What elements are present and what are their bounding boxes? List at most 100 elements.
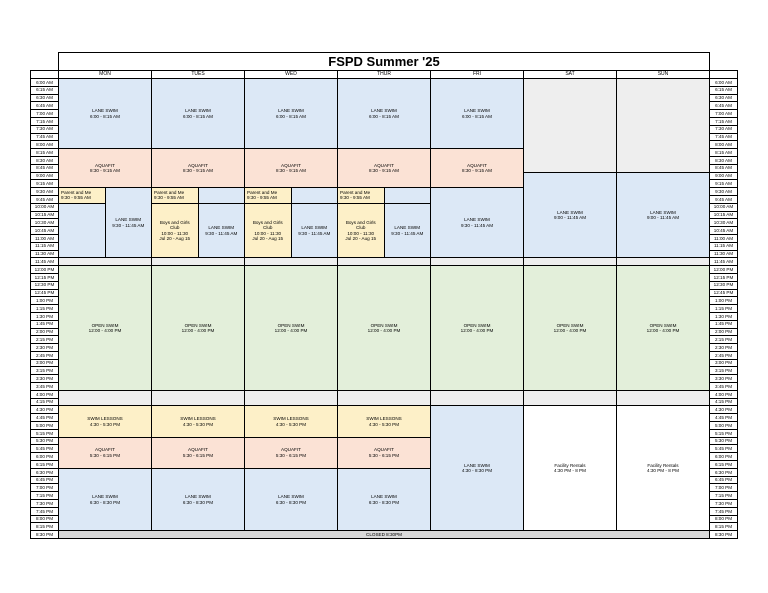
time-label-left: 10:00 AM [30,202,59,212]
time-label-left-text: 7:00 AM [36,110,53,116]
time-label-right: 8:00 PM [709,514,738,524]
time-label-left-text: 3:45 PM [35,383,54,389]
parent-me-time: 9:30 - 9:55 AM [154,195,184,201]
time-label-right: 6:30 PM [709,467,738,477]
time-label-right: 8:15 PM [709,522,738,532]
time-label-left: 11:45 AM [30,257,59,267]
time-label-right: 9:45 AM [709,194,738,204]
time-label-left-text: 8:15 AM [36,149,53,155]
time-label-right-text: 2:15 PM [714,336,733,342]
time-label-left: 6:00 PM [30,452,59,462]
tues-aquafit-pm: AQUAFIT 5:30 - 6:15 PM [151,436,245,469]
time-label-left-text: 12:30 PM [34,282,55,288]
time-header-left [30,70,59,79]
tues-gap-4pm [151,389,245,407]
wed-lane-swim-top [290,187,338,204]
time-label-right: 9:30 AM [709,187,738,196]
time-label-left-text: 4:15 PM [35,399,54,405]
time-label-left-text: 10:00 AM [34,204,55,210]
time-label-right: 4:15 PM [709,397,738,407]
sun-facility-rentals-text: Facility Rentals [647,462,679,468]
time-label-left-text: 6:45 AM [36,103,53,109]
mon-aquafit-pm: AQUAFIT 5:30 - 6:15 PM [58,436,152,469]
time-label-left: 9:30 AM [30,187,59,196]
mon-gap-4pm [58,389,152,407]
tues-lane-swim-pm: LANE SWIM 6:30 - 8:30 PM [151,467,245,532]
time-row: 6:00 AM LANE SWIM 6:00 - 8:15 AM LANE SWIM 6… [30,77,738,173]
sat-gap-4pm [523,389,617,407]
time-label-right: 8:45 AM [709,163,738,173]
time-label-left-text: 12:15 PM [34,274,55,280]
time-label-right: 6:45 PM [709,475,738,485]
time-label-right-text: 8:00 AM [715,142,732,148]
tues-lane-swim-mid-text: LANE SWIM [208,225,235,231]
mon-lane-swim-pm: LANE SWIM 6:30 - 8:30 PM [58,467,152,532]
time-label-left: 12:15 PM [30,272,59,282]
wed-lane-swim-am-text: 6:00 - 8:15 AM [276,113,306,119]
parent-me-time: 9:30 - 9:55 AM [247,195,277,201]
time-label-left: 5:30 PM [30,436,59,446]
time-label-left: 2:00 PM [30,327,59,337]
day-header-mon-text: MON [99,70,111,77]
tues-gap-noon [151,257,245,267]
time-label-left: 12:00 PM [30,265,59,274]
time-label-right: 10:15 AM [709,210,738,220]
time-label-left: 7:15 AM [30,116,59,126]
time-label-right-text: 10:30 AM [713,220,734,226]
time-label-left-text: 7:30 AM [36,126,53,132]
time-label-left: 4:00 PM [30,389,59,399]
tues-parent-and-me: Parent and Me 9:30 - 9:55 AM [151,187,199,204]
mon-open-swim-text: OPEN SWIM [91,322,119,328]
wed-swim-lessons: SWIM LESSONS 4:30 - 5:30 PM [244,405,338,438]
time-row: 4:30 PM SWIM LESSONS 4:30 - 5:30 PM SWIM LE… [30,405,738,532]
tues-boys-girls-club-text: Boys and Girls [159,219,190,225]
time-label-left-text: 5:45 PM [35,446,54,452]
fri-lane-swim-pm-text: 4:30 - 8:30 PM [461,468,493,474]
time-label-right: 1:00 PM [709,296,738,306]
time-label-left: 8:30 AM [30,155,59,165]
time-label-right-text: 6:00 AM [715,79,732,85]
tues-lane-swim-mid: LANE SWIM 9:30 - 11:45 AM [197,202,245,259]
time-row: 1:45 PM 1:45 PM [30,319,738,329]
time-label-right-text: 3:00 PM [714,360,733,366]
time-label-left-text: 6:45 PM [35,477,54,483]
mon-lane-swim-mid-text: LANE SWIM [115,217,142,223]
time-row: 4:00 PM 4:00 PM [30,389,738,407]
time-label-right: 7:30 PM [709,499,738,508]
time-label-right: 8:30 AM [709,155,738,165]
tues-lane-swim-mid-text: 9:30 - 11:45 AM [205,230,238,236]
mon-lane-swim-am: LANE SWIM 6:00 - 8:15 AM [58,77,152,150]
time-label-right: 11:45 AM [709,257,738,267]
tues-swim-lessons: SWIM LESSONS 4:30 - 5:30 PM [151,405,245,438]
day-header-thur-text: THUR [377,70,391,77]
time-label-right-text: 11:15 AM [713,243,734,249]
time-row: 2:45 PM 2:45 PM [30,350,738,360]
tues-boys-girls-club-text: 10:00 - 11:30 [161,230,189,236]
time-label-right-text: 11:30 AM [713,251,734,257]
schedule-title: FSPD Summer '25 [58,52,710,70]
sun-gap-early [616,78,710,173]
time-label-right-text: 9:30 AM [715,188,732,194]
day-header-sat: SAT [523,70,617,79]
time-label-left-text: 6:30 AM [36,95,53,101]
time-label-left-text: 5:30 PM [35,438,54,444]
time-label-right-text: 10:15 AM [713,212,734,218]
time-label-right: 12:15 PM [709,272,738,282]
time-label-left: 5:00 PM [30,421,59,430]
wed-aquafit-am: AQUAFIT 8:30 - 9:15 AM [244,148,338,189]
time-label-right: 2:15 PM [709,335,738,345]
tues-lane-swim-am-text: LANE SWIM [185,108,211,114]
wed-parent-and-me: Parent and Me 9:30 - 9:55 AM [244,187,292,204]
mon-aquafit-am: AQUAFIT 8:30 - 9:15 AM [58,148,152,189]
time-label-right: 1:15 PM [709,304,738,313]
time-label-left-text: 6:30 PM [35,469,54,475]
day-header-tues: TUES [151,70,245,79]
sun-gap-noon [616,257,710,267]
time-label-left: 3:15 PM [30,366,59,376]
parent-me-time: 9:30 - 9:55 AM [61,195,91,201]
thur-swim-lessons-text: 4:30 - 5:30 PM [368,421,400,427]
time-label-right-text: 6:30 AM [715,95,732,101]
thur-aquafit-pm: AQUAFIT 5:30 - 6:15 PM [337,436,431,469]
time-label-left: 8:45 AM [30,163,59,173]
thur-gap-noon [337,257,431,267]
